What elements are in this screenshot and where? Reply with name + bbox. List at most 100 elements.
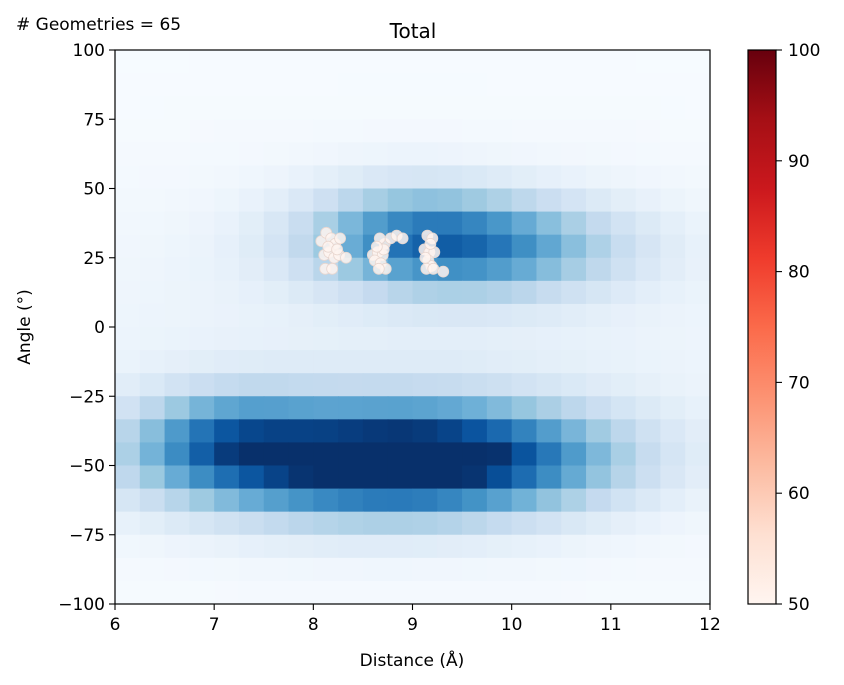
x-tick-label: 8 <box>308 615 319 635</box>
heatmap-cell <box>462 465 488 490</box>
x-tick-label: 9 <box>407 615 418 635</box>
heatmap-cell <box>362 373 389 397</box>
y-tick-label: 50 <box>83 180 105 200</box>
heatmap-cell <box>263 211 290 236</box>
heatmap-cell <box>561 234 587 259</box>
heatmap-cell <box>164 534 190 559</box>
heatmap-cell <box>536 73 562 97</box>
heatmap-cell <box>511 350 538 374</box>
heatmap-cell <box>635 534 662 559</box>
heatmap-cell <box>288 442 314 467</box>
heatmap-cell <box>139 396 166 420</box>
heatmap-cell <box>511 488 538 513</box>
heatmap-cell <box>511 465 538 490</box>
heatmap-cell <box>660 350 686 374</box>
heatmap-cell <box>238 396 265 420</box>
heatmap-cell <box>238 280 265 305</box>
scatter-point <box>340 251 352 264</box>
heatmap-cell <box>139 534 166 559</box>
heatmap-cell <box>536 280 562 305</box>
heatmap-cell <box>685 465 711 490</box>
heatmap-cell <box>238 96 265 120</box>
heatmap-cell <box>437 211 463 236</box>
heatmap-cell <box>536 534 562 559</box>
heatmap-cell <box>362 580 389 605</box>
heatmap-cell <box>189 50 215 74</box>
heatmap-cell <box>610 488 637 513</box>
heatmap-cell <box>263 73 290 97</box>
colorbar-tick-label: 50 <box>788 595 810 615</box>
y-tick-label: −50 <box>69 457 105 477</box>
heatmap-cell <box>288 488 314 513</box>
heatmap-cell <box>536 211 562 236</box>
y-axis-label: Angle (°) <box>15 289 35 365</box>
y-tick-label: 100 <box>73 41 105 61</box>
heatmap-cell <box>238 350 265 374</box>
heatmap-cell <box>437 442 463 467</box>
heatmap-cell <box>338 350 364 374</box>
heatmap-cell <box>536 327 562 351</box>
heatmap-cell <box>610 280 637 305</box>
heatmap-cell <box>486 188 513 213</box>
heatmap-cell <box>115 580 141 605</box>
heatmap-cell <box>115 280 141 305</box>
heatmap-cell <box>189 119 215 143</box>
heatmap-cell <box>288 419 314 444</box>
heatmap-cells <box>115 50 711 605</box>
heatmap-cell <box>635 119 662 143</box>
heatmap-cell <box>635 327 662 351</box>
heatmap-cell <box>511 303 538 328</box>
heatmap-cell <box>486 303 513 328</box>
heatmap-cell <box>610 373 637 397</box>
heatmap-cell <box>610 465 637 490</box>
heatmap-cell <box>387 442 414 467</box>
heatmap-cell <box>437 396 463 420</box>
heatmap-cell <box>189 373 215 397</box>
heatmap-cell <box>462 396 488 420</box>
heatmap-cell <box>387 280 414 305</box>
heatmap-cell <box>685 303 711 328</box>
heatmap-cell <box>263 373 290 397</box>
heatmap-cell <box>486 73 513 97</box>
heatmap-cell <box>139 234 166 259</box>
heatmap-cell <box>561 73 587 97</box>
heatmap-cell <box>412 465 438 490</box>
heatmap-cell <box>139 350 166 374</box>
heatmap-cell <box>214 119 240 143</box>
heatmap-cell <box>115 257 141 282</box>
heatmap-cell <box>536 580 562 605</box>
heatmap-cell <box>486 580 513 605</box>
heatmap-cell <box>511 96 538 120</box>
heatmap-cell <box>685 580 711 605</box>
heatmap-cell <box>189 73 215 97</box>
heatmap-cell <box>115 442 141 467</box>
heatmap-cell <box>189 188 215 213</box>
heatmap-cell <box>511 211 538 236</box>
heatmap-cell <box>164 50 190 74</box>
heatmap-cell <box>610 234 637 259</box>
heatmap-cell <box>635 96 662 120</box>
heatmap-cell <box>238 327 265 351</box>
heatmap-cell <box>288 50 314 74</box>
heatmap-cell <box>462 119 488 143</box>
heatmap-cell <box>139 373 166 397</box>
heatmap-cell <box>561 119 587 143</box>
heatmap-cell <box>586 96 612 120</box>
heatmap-cell <box>263 350 290 374</box>
heatmap-cell <box>313 119 339 143</box>
heatmap-cell <box>660 465 686 490</box>
heatmap-cell <box>288 373 314 397</box>
heatmap-cell <box>412 396 438 420</box>
heatmap-cell <box>214 211 240 236</box>
heatmap-cell <box>610 142 637 167</box>
scatter-point <box>326 262 339 275</box>
heatmap-cell <box>288 119 314 143</box>
heatmap-cell <box>561 442 587 467</box>
heatmap-cell <box>586 303 612 328</box>
heatmap-cell <box>189 280 215 305</box>
geometry-count-annotation: # Geometries = 65 <box>16 15 181 35</box>
heatmap-cell <box>362 211 389 236</box>
heatmap-cell <box>486 396 513 420</box>
heatmap-cell <box>288 350 314 374</box>
x-tick-label: 12 <box>699 615 721 635</box>
